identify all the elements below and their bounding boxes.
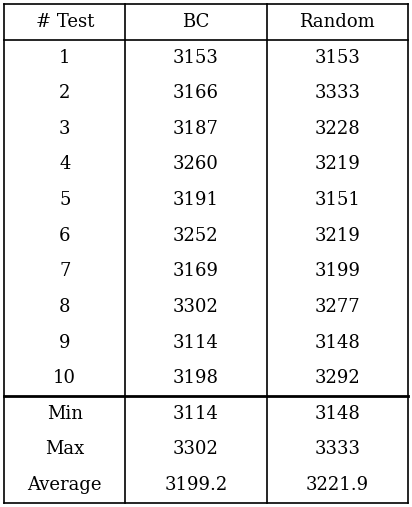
Text: 5: 5 [59,191,70,209]
Text: 3153: 3153 [173,49,219,66]
Text: 9: 9 [59,334,70,351]
Text: 6: 6 [59,227,70,245]
Text: 3198: 3198 [173,369,219,387]
Text: 3199.2: 3199.2 [164,476,227,494]
Text: Min: Min [47,405,83,423]
Text: 3277: 3277 [314,298,360,316]
Text: 10: 10 [53,369,76,387]
Text: 8: 8 [59,298,70,316]
Text: 3333: 3333 [314,441,360,458]
Text: 3221.9: 3221.9 [306,476,369,494]
Text: 7: 7 [59,262,70,280]
Text: 3114: 3114 [173,405,219,423]
Text: 2: 2 [59,84,70,102]
Text: 3153: 3153 [314,49,360,66]
Text: 3302: 3302 [173,441,219,458]
Text: 3114: 3114 [173,334,219,351]
Text: 3260: 3260 [173,156,219,173]
Text: 3151: 3151 [314,191,360,209]
Text: 3199: 3199 [314,262,360,280]
Text: 3228: 3228 [314,120,360,138]
Text: # Test: # Test [35,13,94,31]
Text: 1: 1 [59,49,70,66]
Text: 4: 4 [59,156,70,173]
Text: 3252: 3252 [173,227,219,245]
Text: 3148: 3148 [314,334,360,351]
Text: 3333: 3333 [314,84,360,102]
Text: 3302: 3302 [173,298,219,316]
Text: BC: BC [182,13,210,31]
Text: 3219: 3219 [314,227,360,245]
Text: 3191: 3191 [173,191,219,209]
Text: 3166: 3166 [173,84,219,102]
Text: Random: Random [299,13,375,31]
Text: 3: 3 [59,120,70,138]
Text: 3148: 3148 [314,405,360,423]
Text: 3169: 3169 [173,262,219,280]
Text: 3219: 3219 [314,156,360,173]
Text: Max: Max [45,441,84,458]
Text: Average: Average [28,476,102,494]
Text: 3292: 3292 [314,369,360,387]
Text: 3187: 3187 [173,120,219,138]
